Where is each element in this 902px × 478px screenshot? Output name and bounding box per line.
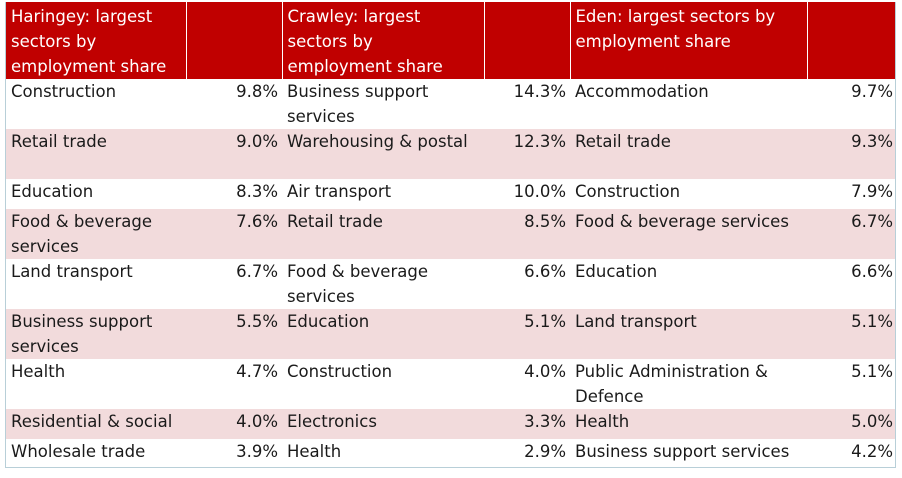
crawley-share-cell: 5.1%	[484, 309, 570, 359]
table-row: Education 8.3% Air transport 10.0% Const…	[6, 179, 895, 209]
eden-sector-cell: Education	[575, 262, 658, 281]
haringey-sector-cell: Health	[11, 362, 66, 381]
crawley-sector-cell: Food & beverage services	[287, 262, 428, 306]
haringey-sector-cell: Food & beverage services	[6, 209, 186, 259]
haringey-sector-cell: Construction	[11, 82, 117, 101]
eden-sector-cell: Retail trade	[570, 129, 807, 179]
haringey-share-cell: 3.9%	[236, 442, 278, 461]
haringey-sector-cell: Retail trade	[6, 129, 186, 179]
crawley-header: Crawley: largest sectors by employment s…	[281, 2, 484, 79]
crawley-share-cell: 6.6%	[524, 262, 566, 281]
haringey-share-cell: 8.3%	[236, 182, 278, 201]
eden-share-cell: 5.1%	[851, 362, 893, 381]
eden-header: Eden: largest sectors by employment shar…	[569, 2, 807, 79]
haringey-share-cell: 4.7%	[236, 362, 278, 381]
haringey-share-cell: 9.0%	[186, 129, 282, 179]
eden-sector-cell: Accommodation	[575, 82, 709, 101]
eden-sector-cell: Health	[570, 409, 807, 439]
haringey-share-header	[185, 2, 282, 79]
crawley-sector-cell: Retail trade	[282, 209, 484, 259]
crawley-sector-cell: Education	[282, 309, 484, 359]
table-row: Business support services 5.5% Education…	[6, 309, 895, 359]
crawley-share-cell: 14.3%	[513, 82, 566, 101]
eden-share-cell: 5.0%	[807, 409, 895, 439]
sector-employment-table: Haringey: largest sectors by employment …	[6, 2, 895, 467]
eden-share-cell: 6.6%	[851, 262, 893, 281]
table-row: Food & beverage services 7.6% Retail tra…	[6, 209, 895, 259]
table-header-row: Haringey: largest sectors by employment …	[6, 2, 895, 79]
eden-share-header	[806, 2, 895, 79]
eden-share-cell: 7.9%	[851, 182, 893, 201]
eden-share-cell: 5.1%	[807, 309, 895, 359]
eden-sector-cell: Food & beverage services	[570, 209, 807, 259]
crawley-share-cell: 2.9%	[524, 442, 566, 461]
haringey-sector-cell: Residential & social	[6, 409, 186, 439]
eden-share-cell: 9.3%	[807, 129, 895, 179]
haringey-header: Haringey: largest sectors by employment …	[6, 2, 186, 79]
eden-share-cell: 9.7%	[851, 82, 893, 101]
crawley-share-cell: 3.3%	[484, 409, 570, 439]
crawley-sector-cell: Warehousing & postal	[282, 129, 484, 179]
haringey-share-cell: 6.7%	[236, 262, 278, 281]
crawley-share-cell: 12.3%	[484, 129, 570, 179]
eden-sector-cell: Business support services	[575, 442, 790, 461]
haringey-sector-cell: Wholesale trade	[11, 442, 146, 461]
crawley-share-header	[483, 2, 570, 79]
haringey-sector-cell: Business support services	[6, 309, 186, 359]
table-row: Residential & social 4.0% Electronics 3.…	[6, 409, 895, 439]
crawley-sector-cell: Electronics	[282, 409, 484, 439]
eden-sector-cell: Public Administration & Defence	[575, 362, 768, 406]
crawley-sector-cell: Health	[287, 442, 342, 461]
eden-share-cell: 4.2%	[851, 442, 893, 461]
haringey-share-cell: 7.6%	[186, 209, 282, 259]
eden-sector-cell: Land transport	[570, 309, 807, 359]
haringey-share-cell: 5.5%	[186, 309, 282, 359]
table-row: Wholesale trade 3.9% Health 2.9% Busines…	[6, 439, 895, 467]
table-row: Health 4.7% Construction 4.0% Public Adm…	[6, 359, 895, 409]
haringey-share-cell: 4.0%	[186, 409, 282, 439]
eden-sector-cell: Construction	[575, 182, 681, 201]
haringey-sector-cell: Education	[11, 182, 94, 201]
haringey-sector-cell: Land transport	[11, 262, 133, 281]
crawley-sector-cell: Construction	[287, 362, 393, 381]
eden-share-cell: 6.7%	[807, 209, 895, 259]
crawley-sector-cell: Business support services	[287, 82, 429, 126]
crawley-share-cell: 8.5%	[484, 209, 570, 259]
crawley-sector-cell: Air transport	[287, 182, 392, 201]
haringey-share-cell: 9.8%	[236, 82, 278, 101]
table-row: Construction 9.8% Business support servi…	[6, 79, 895, 129]
crawley-share-cell: 4.0%	[524, 362, 566, 381]
crawley-share-cell: 10.0%	[513, 182, 566, 201]
table-row: Retail trade 9.0% Warehousing & postal 1…	[6, 129, 895, 179]
table-row: Land transport 6.7% Food & beverage serv…	[6, 259, 895, 309]
sector-table-container: Haringey: largest sectors by employment …	[5, 2, 896, 468]
